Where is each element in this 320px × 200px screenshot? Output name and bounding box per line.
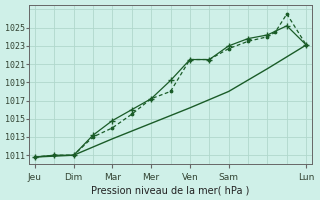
X-axis label: Pression niveau de la mer( hPa ): Pression niveau de la mer( hPa ) xyxy=(91,185,250,195)
